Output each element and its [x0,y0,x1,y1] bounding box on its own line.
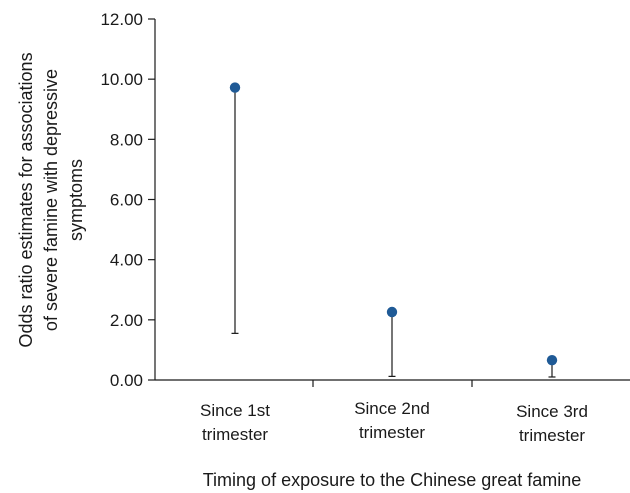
x-tick-label: trimester [519,426,585,445]
data-point [386,306,398,318]
y-axis-title-line: symptoms [66,159,86,241]
y-tick-label: 6.00 [110,191,143,210]
x-tick-label: Since 2nd [354,399,430,418]
y-tick-label: 8.00 [110,130,143,149]
x-axis: Since 1st trimester Since 2nd trimester Sinc… [155,379,630,445]
data-point [546,354,558,366]
y-axis-title: Odds ratio estimates for associations of … [16,52,86,347]
y-axis-title-line: of severe famine with depressive [41,69,61,331]
data-marks [229,82,558,378]
y-tick-label: 4.00 [110,251,143,270]
y-axis: 0.00 2.00 4.00 6.00 8.00 10.00 12.00 [100,10,156,390]
y-axis-title-line: Odds ratio estimates for associations [16,52,36,347]
y-tick-label: 10.00 [100,70,143,89]
y-tick-label: 12.00 [100,10,143,29]
x-tick-label: Since 3rd [516,402,588,421]
x-axis-title: Timing of exposure to the Chinese great … [203,470,582,490]
y-tick-label: 2.00 [110,311,143,330]
y-tick-label: 0.00 [110,371,143,390]
x-tick-label: trimester [202,425,268,444]
x-tick-label: trimester [359,423,425,442]
data-point [229,82,241,93]
x-tick-label: Since 1st [200,401,270,420]
